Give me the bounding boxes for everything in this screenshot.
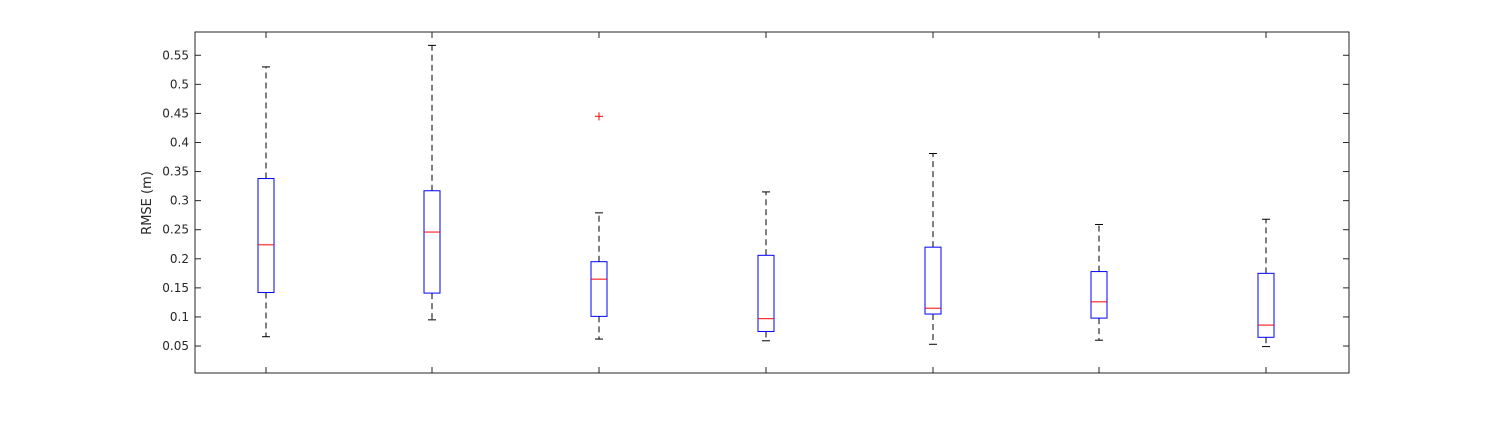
y-tick-label: 0.3: [170, 194, 189, 208]
box-1: [257, 66, 275, 338]
box-4: [757, 191, 775, 342]
iqr-box: [423, 190, 441, 294]
box-series: [257, 44, 1275, 348]
iqr-box: [1257, 272, 1275, 338]
iqr-box: [757, 254, 775, 332]
y-tick-label: 0.05: [162, 339, 189, 353]
x-axis-ticks: [265, 32, 1267, 373]
y-tick-label: 0.45: [162, 106, 189, 120]
y-tick-label: 0.5: [170, 77, 189, 91]
plot-area-border: [194, 31, 1350, 374]
outlier-marker: [595, 112, 603, 121]
box-6: [1090, 223, 1108, 341]
box-7: [1257, 218, 1275, 348]
box-2: [423, 44, 441, 321]
y-tick-label: 0.4: [170, 135, 189, 149]
y-tick-label: 0.25: [162, 223, 189, 237]
y-tick-label: 0.15: [162, 281, 189, 295]
y-tick-label: 0.2: [170, 252, 189, 266]
y-tick-label: 0.35: [162, 165, 189, 179]
iqr-box: [1090, 271, 1108, 319]
box-3: [590, 112, 608, 340]
iqr-box: [590, 261, 608, 317]
iqr-box: [924, 246, 942, 315]
y-tick-label: 0.55: [162, 48, 189, 62]
plot-frame: [194, 31, 1350, 374]
y-tick-label: 0.1: [170, 310, 189, 324]
y-axis-label: RMSE (m): [140, 171, 155, 235]
box-5: [924, 153, 942, 345]
y-axis-ticks: 0.05 0.1 0.15 0.2 0.25 0.3 0.35 0.4 0.45 0.5 0.55: [162, 48, 1349, 353]
iqr-box: [257, 178, 275, 294]
